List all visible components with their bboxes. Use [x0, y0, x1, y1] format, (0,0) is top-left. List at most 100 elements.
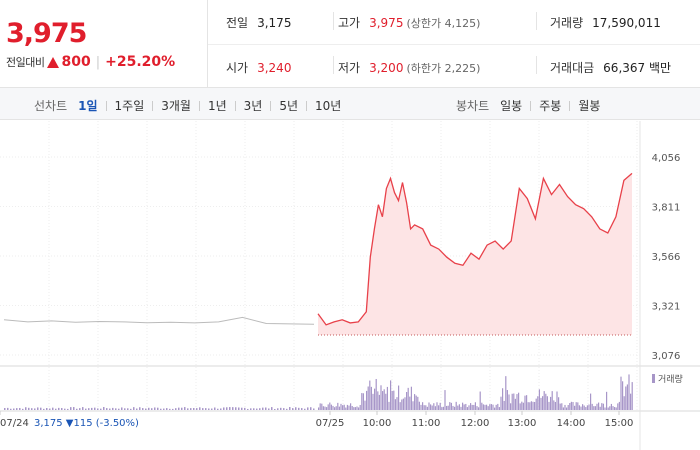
volume-bar: [374, 388, 376, 410]
volume-bar: [590, 393, 592, 410]
stat-value: 3,175: [257, 16, 292, 30]
volume-bar: [530, 401, 532, 410]
volume-bar: [561, 403, 563, 410]
volume-bar: [585, 407, 587, 410]
tab-daily-candle[interactable]: 일봉: [500, 99, 523, 113]
volume-bar: [256, 408, 258, 410]
tab-1-week[interactable]: 1주일: [114, 99, 145, 113]
volume-bar: [438, 405, 440, 410]
volume-bar: [343, 404, 345, 410]
volume-bar: [378, 394, 380, 410]
volume-bar: [106, 408, 108, 410]
volume-bar: [486, 404, 488, 410]
line-chart-category: 선차트: [34, 99, 68, 113]
change-amount: 800: [61, 54, 91, 70]
upper-limit: (상한가 4,125): [406, 17, 481, 30]
volume-bar: [449, 402, 451, 410]
volume-bar: [202, 408, 204, 410]
volume-bar: [124, 408, 126, 410]
y-tick-label: 4,056: [652, 153, 681, 164]
volume-bar: [313, 408, 315, 410]
volume-bar: [148, 407, 150, 410]
volume-bar: [550, 396, 552, 410]
volume-bar: [49, 408, 51, 410]
stat-value: 17,590,011: [592, 16, 661, 30]
volume-bar: [444, 390, 446, 410]
tab-3-months[interactable]: 3개월: [161, 99, 191, 113]
volume-bar: [58, 407, 60, 410]
volume-bar: [415, 395, 417, 410]
volume-bar: [329, 402, 331, 410]
volume-bar: [441, 407, 443, 410]
volume-bar: [377, 391, 379, 410]
volume-bar: [532, 401, 534, 410]
stat-value: 3,200: [369, 61, 404, 75]
tab-monthly-candle[interactable]: 월봉: [578, 99, 601, 113]
x-tick-label: 15:00: [605, 418, 634, 429]
volume-bar: [217, 408, 219, 410]
stat-label: 전일: [226, 16, 249, 30]
stat-unit: 백만: [649, 61, 672, 75]
volume-bar: [70, 407, 72, 410]
tab-separator: [152, 100, 154, 111]
volume-bar: [34, 408, 36, 410]
volume-bar: [580, 406, 582, 410]
volume-bar: [109, 408, 111, 410]
volume-bar: [301, 408, 303, 410]
price-chart[interactable]: 4,056 3,811 3,566 3,321 3,076 거래량 07/24 07/25 10…: [0, 121, 700, 450]
volume-bar: [385, 393, 387, 410]
volume-bar: [601, 403, 603, 410]
candle-chart-tabs: 봉차트 일봉 주봉 월봉: [456, 97, 601, 114]
volume-bar: [484, 404, 486, 410]
tab-3-years[interactable]: 3년: [243, 99, 263, 113]
volume-bar: [100, 408, 102, 410]
volume-bar: [136, 408, 138, 410]
volume-bar: [540, 397, 542, 410]
volume-bar: [196, 408, 198, 410]
change-separator: |: [95, 54, 101, 70]
tab-1-year[interactable]: 1년: [207, 99, 227, 113]
volume-bar: [4, 408, 6, 410]
volume-bar: [452, 405, 454, 410]
y-tick-label: 3,076: [652, 351, 681, 362]
volume-bar: [630, 393, 632, 410]
tab-separator: [234, 100, 236, 111]
volume-bar: [436, 402, 438, 410]
stat-label: 거래대금: [550, 61, 595, 75]
volume-bar: [418, 401, 420, 410]
volume-bar: [307, 407, 309, 410]
volume-bar: [462, 402, 464, 410]
volume-bar: [495, 404, 497, 410]
volume-bar: [190, 408, 192, 410]
volume-bar: [319, 403, 321, 410]
volume-bar: [286, 408, 288, 410]
volume-bar: [335, 406, 337, 410]
volume-bar: [310, 407, 312, 410]
tab-weekly-candle[interactable]: 주봉: [539, 99, 562, 113]
volume-bar: [474, 402, 476, 410]
volume-bar: [518, 392, 520, 410]
volume-bar: [410, 386, 412, 410]
tab-10-years[interactable]: 10년: [315, 99, 342, 113]
volume-bar: [478, 407, 480, 410]
volume-bar: [214, 407, 216, 410]
stat-trade-value: 거래대금 66,367 백만: [550, 59, 671, 76]
volume-bar: [64, 408, 66, 410]
volume-bar: [409, 396, 411, 410]
volume-bar: [529, 402, 531, 410]
volume-bar: [431, 405, 433, 410]
volume-bar: [534, 401, 536, 410]
y-tick-label: 3,811: [652, 203, 681, 214]
tab-1-day[interactable]: 1일: [78, 99, 98, 113]
volume-bar: [73, 407, 75, 410]
volume-bar: [118, 408, 120, 410]
volume-bar: [324, 406, 326, 410]
stat-label: 저가: [338, 61, 361, 75]
volume-bar: [543, 391, 545, 410]
tab-5-years[interactable]: 5년: [279, 99, 299, 113]
volume-bar: [375, 378, 377, 410]
volume-bar: [229, 407, 231, 410]
volume-bar: [295, 407, 297, 410]
divider: [536, 12, 537, 30]
volume-bar: [489, 404, 491, 410]
